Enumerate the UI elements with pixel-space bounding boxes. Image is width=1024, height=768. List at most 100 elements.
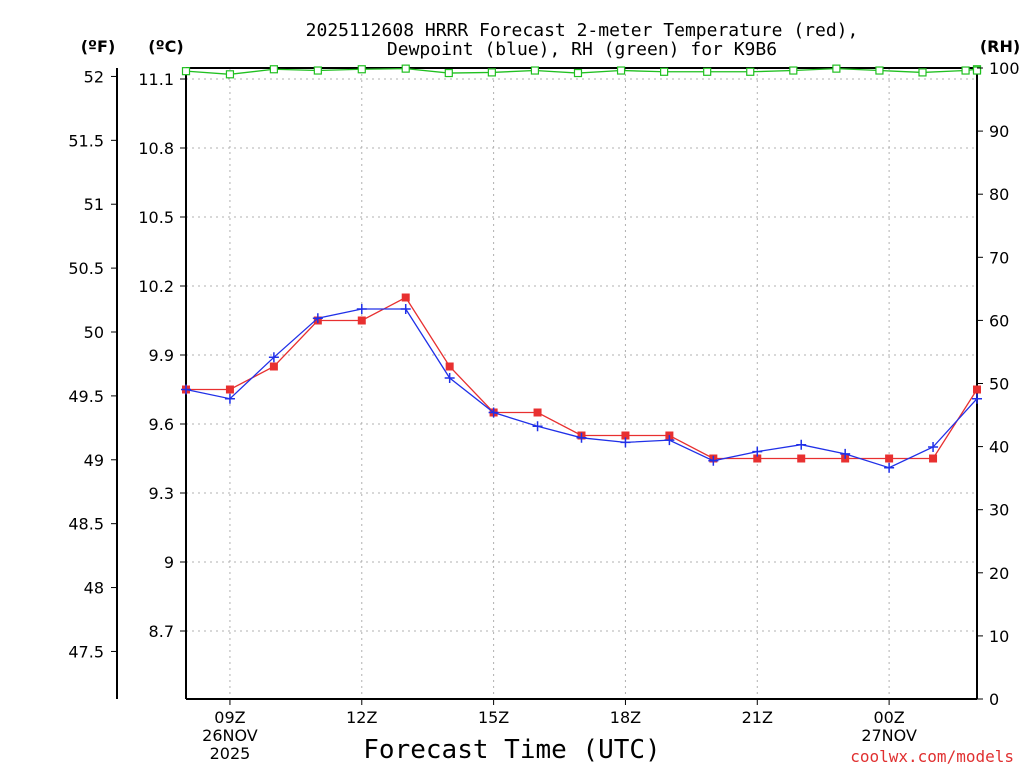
rh-tick-label: 0 — [989, 690, 999, 709]
rh-point — [225, 70, 235, 79]
rh-point — [444, 68, 453, 78]
dewpoint-point — [884, 462, 895, 473]
temperature-point — [357, 316, 366, 325]
tick-layer: 11.1 10.8 10.5 10.2 9.9 9.6 9.3 9 8.7 52 51.5 51 50.… — [68, 59, 1019, 763]
rh-tick-label: 80 — [989, 185, 1009, 204]
rh-point — [269, 65, 278, 74]
dewpoint-point — [576, 432, 587, 443]
rh-point — [181, 67, 191, 76]
temperature-point — [225, 385, 234, 394]
celsius-tick-label: 8.7 — [149, 622, 174, 641]
rh-tick-label: 50 — [989, 375, 1009, 394]
x-tick-label: 09Z — [214, 708, 245, 727]
temperature-point — [445, 362, 454, 371]
dewpoint-point — [840, 448, 851, 459]
rh-point — [573, 68, 583, 78]
temperature-point — [401, 293, 410, 302]
dewpoint-point — [708, 455, 719, 466]
x-tick-label: 00Z — [873, 708, 904, 727]
series-layer — [181, 64, 982, 473]
dewpoint-point — [972, 393, 982, 404]
x-tick-label: 2025 — [210, 744, 251, 763]
series-dewpoint — [181, 304, 982, 473]
celsius-tick-label: 9 — [164, 553, 174, 572]
rh-tick-label: 40 — [989, 438, 1009, 457]
rh-point — [746, 67, 755, 76]
fahrenheit-tick-label: 49.5 — [68, 387, 104, 406]
x-tick-label: 27NOV — [861, 726, 917, 745]
chart-title-line-1: 2025112608 HRRR Forecast 2-meter Tempera… — [306, 20, 859, 41]
rh-point — [703, 67, 712, 76]
x-axis-label: Forecast Time (UTC) — [363, 735, 660, 765]
dewpoint-point — [444, 373, 455, 383]
rh-tick-label: 20 — [989, 564, 1009, 583]
temperature-point — [269, 362, 278, 371]
dewpoint-point — [664, 435, 675, 446]
series-rh — [181, 64, 982, 79]
temperature-point — [533, 408, 542, 417]
fahrenheit-tick-label: 48.5 — [68, 515, 104, 534]
celsius-tick-label: 10.2 — [138, 277, 174, 296]
celsius-tick-label: 10.5 — [138, 208, 174, 227]
x-tick-label: 21Z — [742, 708, 773, 727]
rh-point — [832, 64, 841, 73]
rh-point — [530, 66, 540, 75]
fahrenheit-tick-label: 49 — [84, 451, 104, 470]
dewpoint-point — [356, 304, 367, 314]
fahrenheit-tick-label: 52 — [84, 67, 104, 86]
fahrenheit-tick-label: 50 — [84, 323, 104, 342]
fahrenheit-tick-label: 47.5 — [68, 642, 104, 661]
rh-point — [918, 68, 927, 77]
fahrenheit-tick-label: 48 — [84, 579, 104, 598]
celsius-tick-label: 11.1 — [138, 70, 174, 89]
dewpoint-point — [488, 407, 499, 418]
rh-point — [401, 64, 410, 73]
rh-tick-label: 90 — [989, 122, 1009, 141]
x-tick-label: 18Z — [610, 708, 641, 727]
dewpoint-point — [928, 442, 939, 452]
x-tick-label: 15Z — [478, 708, 509, 727]
celsius-tick-label: 10.8 — [138, 139, 174, 158]
temperature-point — [621, 431, 630, 440]
rh-point — [789, 66, 798, 75]
fahrenheit-unit-label: (ºF) — [81, 37, 116, 56]
celsius-unit-label: (ºC) — [148, 37, 183, 56]
rh-point — [972, 66, 982, 75]
dewpoint-point — [400, 304, 411, 314]
celsius-tick-label: 9.3 — [149, 484, 174, 503]
rh-point — [660, 67, 669, 76]
dewpoint-point — [181, 384, 191, 395]
rh-point — [357, 65, 366, 74]
celsius-tick-label: 9.6 — [149, 415, 174, 434]
rh-tick-label: 10 — [989, 627, 1009, 646]
credit-text: coolwx.com/models — [850, 747, 1014, 766]
rh-point — [961, 66, 970, 75]
rh-tick-label: 70 — [989, 248, 1009, 267]
dewpoint-point — [532, 421, 543, 432]
rh-unit-label: (RH) — [980, 37, 1020, 56]
dewpoint-point — [268, 352, 279, 363]
x-tick-label: 12Z — [346, 708, 377, 727]
dewpoint-point — [224, 393, 235, 404]
grid — [186, 68, 977, 699]
dewpoint-point — [312, 313, 323, 324]
rh-point — [313, 66, 322, 75]
temperature-point — [753, 454, 762, 463]
temperature-point — [797, 454, 806, 463]
rh-point — [487, 68, 496, 77]
rh-tick-label: 30 — [989, 501, 1009, 520]
dewpoint-point — [620, 437, 631, 448]
temperature-point — [973, 385, 981, 394]
fahrenheit-tick-label: 50.5 — [68, 259, 104, 278]
rh-tick-label: 60 — [989, 311, 1009, 330]
dewpoint-point — [796, 439, 807, 450]
temperature-point — [929, 454, 938, 463]
chart-title-line-2: Dewpoint (blue), RH (green) for K9B6 — [387, 39, 777, 60]
fahrenheit-tick-label: 51 — [84, 195, 104, 214]
rh-point — [616, 66, 626, 75]
x-tick-label: 26NOV — [202, 726, 258, 745]
fahrenheit-tick-label: 51.5 — [68, 131, 104, 150]
celsius-tick-label: 9.9 — [149, 346, 174, 365]
dewpoint-line — [185, 308, 978, 469]
